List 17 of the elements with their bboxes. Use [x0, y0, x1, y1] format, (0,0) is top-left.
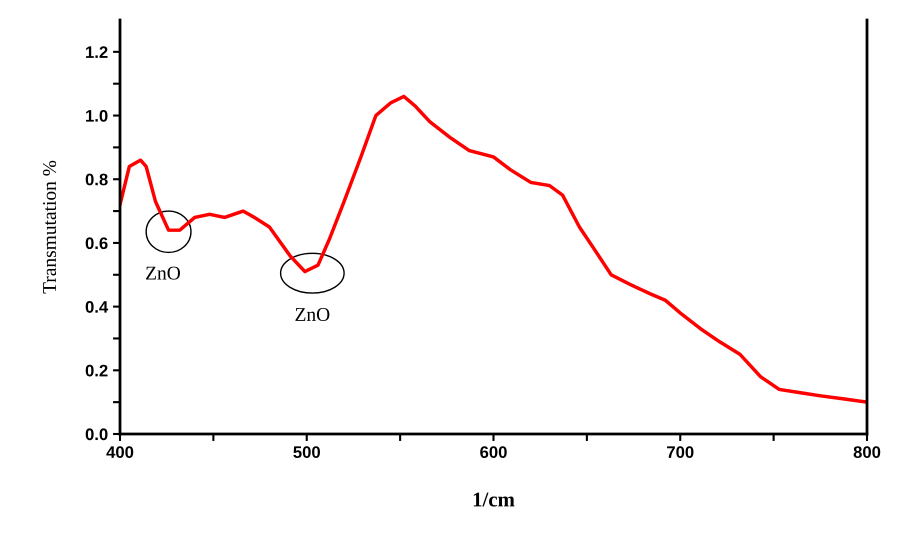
text: 0.0: [86, 428, 108, 440]
y-tick-label: 0.8: [86, 174, 108, 186]
x-axis-title: 1/cm: [474, 492, 515, 507]
annotation: ZnO: [295, 308, 330, 322]
x-tick-label: 500: [293, 446, 320, 458]
y-axis-title: Transmutation %: [42, 160, 56, 294]
x-tick-label: 600: [480, 446, 507, 458]
y-tick-label: 0.6: [86, 237, 108, 250]
y-tick-label: 1.0: [86, 110, 108, 122]
line-series: [120, 94, 867, 404]
x-tick-label: 800: [854, 446, 880, 458]
x-tick-label: 400: [106, 446, 134, 458]
y-tick-label: 1.2: [86, 46, 108, 58]
y-tick-label: 0.2: [86, 364, 108, 377]
annotation: ZnO: [146, 266, 180, 280]
x-tick-label: 700: [667, 446, 694, 458]
y-tick-label: 0.4: [86, 301, 108, 313]
